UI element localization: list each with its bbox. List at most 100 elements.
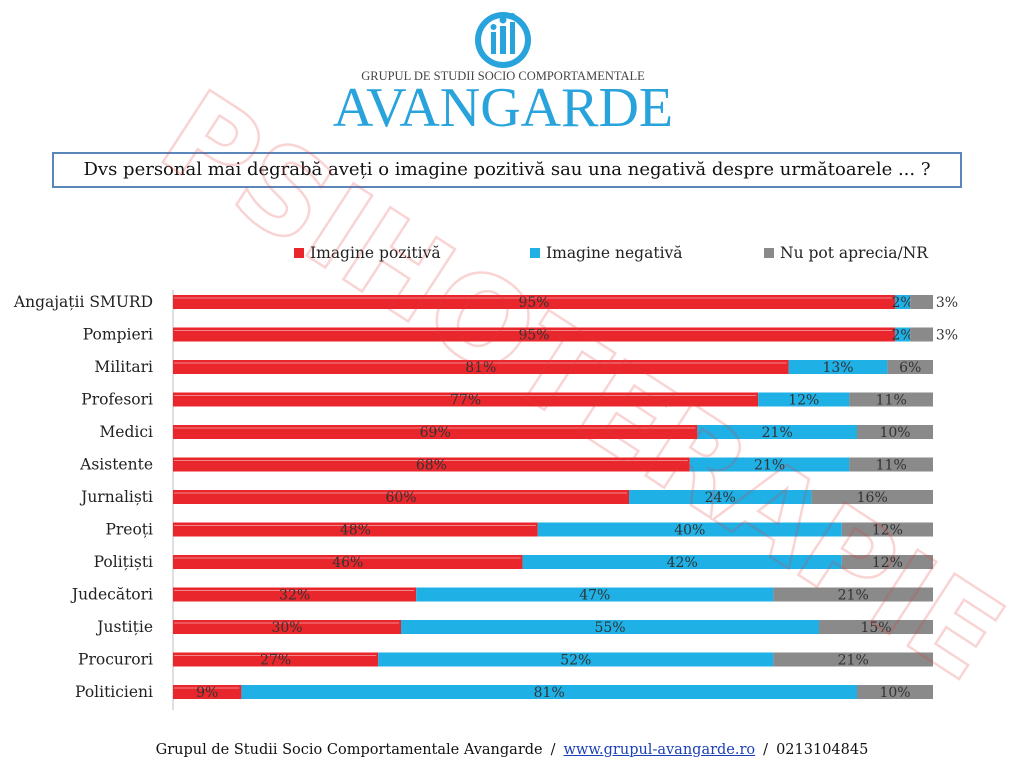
bar-imagine-pozitiva [173, 652, 379, 667]
logo-subtitle: GRUPUL DE STUDII SOCIO COMPORTAMENTALE [361, 69, 645, 83]
data-label: 52% [560, 653, 591, 669]
bar-nu-pot-aprecia-nr [910, 295, 933, 309]
data-label: 55% [594, 620, 625, 636]
data-label: 21% [762, 425, 793, 441]
category-label: Jurnaliști [79, 488, 153, 506]
bar-imagine-pozitiva [173, 587, 417, 602]
data-label: 47% [579, 588, 610, 604]
bar-imagine-negativa [416, 587, 774, 602]
bar-imagine-pozitiva [173, 425, 698, 439]
footer-org: Grupul de Studii Socio Comportamentale A… [155, 742, 543, 758]
bar-nu-pot-aprecia-nr [773, 652, 933, 667]
bar-imagine-negativa [537, 522, 842, 537]
category-label: Profesori [81, 391, 153, 409]
data-label: 46% [332, 555, 363, 571]
data-label: 15% [860, 620, 891, 636]
data-label: 40% [674, 523, 705, 539]
bar-imagine-negativa [629, 490, 812, 504]
bar-nu-pot-aprecia-nr [857, 685, 933, 699]
data-label: 2% [891, 295, 913, 311]
bar-imagine-negativa [522, 555, 842, 569]
legend-label-imagine-negativa: Imagine negativă [546, 244, 683, 262]
bar-imagine-pozitiva [173, 522, 538, 537]
people-circle-logo-icon [475, 12, 531, 68]
bar-imagine-pozitiva [173, 360, 789, 374]
data-label: 24% [705, 490, 736, 506]
bar-nu-pot-aprecia-nr [841, 555, 933, 569]
bar-imagine-negativa [788, 360, 888, 374]
bar-nu-pot-aprecia-nr [773, 587, 933, 602]
logo-name: AVANGARDE [333, 77, 673, 139]
data-label: 21% [754, 458, 785, 474]
legend-label-nu-pot-aprecia-nr: Nu pot aprecia/NR [780, 244, 929, 262]
category-label: Justiție [95, 618, 153, 636]
data-label: 21% [838, 588, 869, 604]
bar-nu-pot-aprecia-nr [887, 360, 933, 374]
data-label: 27% [260, 653, 291, 669]
data-label: 16% [857, 490, 888, 506]
data-label: 77% [450, 393, 481, 409]
data-label: 11% [876, 393, 907, 409]
category-label: Preoți [105, 521, 153, 539]
data-label: 10% [879, 425, 910, 441]
bar-nu-pot-aprecia-nr [819, 620, 933, 634]
data-label: 12% [872, 523, 903, 539]
stacked-bar-chart: Imagine pozitivă Imagine negativă Nu pot a… [13, 244, 958, 710]
bar-imagine-pozitiva [173, 490, 629, 504]
category-label: Judecători [70, 586, 153, 604]
data-label: 81% [534, 685, 565, 701]
footer: Grupul de Studii Socio Comportamentale A… [0, 742, 1024, 758]
bar-imagine-pozitiva [173, 457, 690, 472]
footer-separator-2: / [763, 742, 769, 758]
bar-imagine-negativa [401, 620, 819, 634]
bar-imagine-negativa [758, 392, 850, 407]
legend-swatch-imagine-pozitiva [294, 248, 304, 258]
data-label: 60% [385, 490, 416, 506]
data-label: 21% [838, 653, 869, 669]
survey-question: Dvs personal mai degrabă aveți o imagine… [52, 152, 962, 188]
category-label: Polițiști [94, 553, 153, 571]
bar-imagine-negativa [689, 457, 850, 472]
bar-imagine-pozitiva [173, 620, 401, 634]
data-label: 95% [518, 328, 549, 344]
data-label: 32% [279, 588, 310, 604]
data-label: 6% [899, 360, 921, 376]
avangarde-logo: GRUPUL DE STUDII SOCIO COMPORTAMENTALE A… [333, 12, 673, 139]
legend-label-imagine-pozitiva: Imagine pozitivă [310, 244, 441, 262]
bar-nu-pot-aprecia-nr [849, 392, 933, 407]
bar-imagine-negativa [895, 327, 911, 342]
footer-website-link[interactable]: www.grupul-avangarde.ro [563, 742, 756, 758]
bar-imagine-pozitiva [173, 392, 759, 407]
bar-imagine-negativa [895, 295, 911, 309]
category-label: Medici [99, 423, 153, 441]
data-label: 10% [879, 685, 910, 701]
data-label: 12% [872, 555, 903, 571]
data-label: 3% [936, 295, 958, 311]
bar-nu-pot-aprecia-nr [841, 522, 933, 537]
category-label: Angajații SMURD [13, 293, 153, 311]
bar-imagine-negativa [697, 425, 857, 439]
data-label: 13% [822, 360, 853, 376]
bar-imagine-pozitiva [173, 685, 242, 699]
data-label: 3% [936, 328, 958, 344]
category-label: Pompieri [83, 326, 153, 344]
bar-nu-pot-aprecia-nr [857, 425, 933, 439]
data-label: 30% [271, 620, 302, 636]
bar-imagine-pozitiva [173, 327, 895, 342]
data-label: 12% [788, 393, 819, 409]
category-label: Asistente [79, 456, 153, 474]
category-label: Procurori [78, 651, 153, 669]
bar-imagine-negativa [241, 685, 857, 699]
bar-nu-pot-aprecia-nr [811, 490, 933, 504]
footer-phone: 0213104845 [776, 742, 869, 758]
legend-swatch-nu-pot-aprecia-nr [764, 248, 774, 258]
data-label: 11% [876, 458, 907, 474]
data-label: 9% [196, 685, 218, 701]
legend-swatch-imagine-negativa [530, 248, 540, 258]
data-label: 81% [465, 360, 496, 376]
data-label: 68% [416, 458, 447, 474]
bar-nu-pot-aprecia-nr [910, 327, 933, 342]
data-label: 95% [518, 295, 549, 311]
category-label: Militari [94, 358, 153, 376]
bar-imagine-pozitiva [173, 555, 523, 569]
